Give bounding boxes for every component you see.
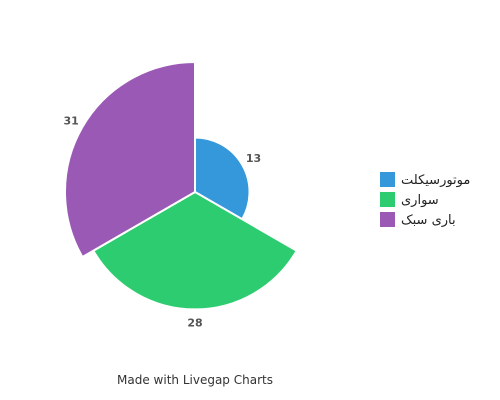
legend-label[interactable]: باری سبک bbox=[401, 213, 456, 228]
slice-labels: 13 28 31 bbox=[64, 115, 262, 330]
footer-credit: Made with Livegap Charts bbox=[117, 373, 273, 387]
legend-swatch[interactable] bbox=[380, 192, 395, 207]
slice-value-label: 28 bbox=[187, 316, 202, 329]
legend-label[interactable]: سواری bbox=[401, 193, 439, 208]
legend-swatch[interactable] bbox=[380, 212, 395, 227]
pie-slice-3[interactable] bbox=[64, 60, 196, 259]
pie-slices bbox=[64, 60, 299, 311]
slice-value-label: 13 bbox=[246, 152, 261, 165]
slice-value-label: 31 bbox=[64, 115, 79, 128]
legend-swatch[interactable] bbox=[380, 172, 395, 187]
legend: موتورسیکلت سواری باری سبک bbox=[380, 172, 470, 228]
legend-label[interactable]: موتورسیکلت bbox=[401, 173, 470, 188]
